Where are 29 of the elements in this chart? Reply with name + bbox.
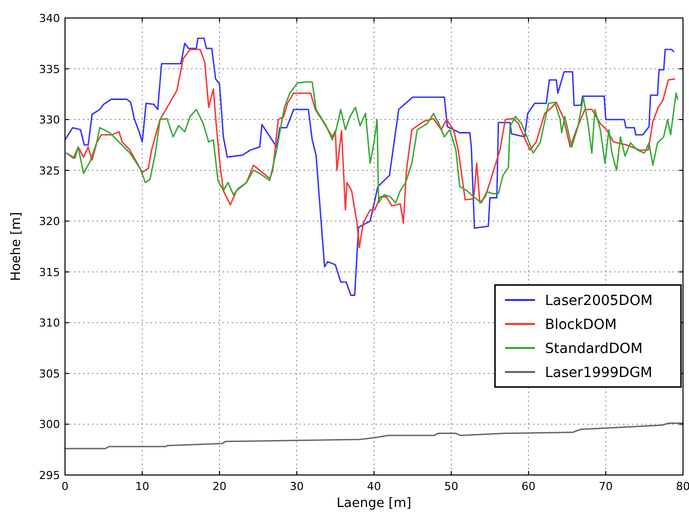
x-axis-title: Laenge [m] xyxy=(336,496,412,511)
legend-label: Laser2005DOM xyxy=(545,293,653,309)
y-axis-title: Hoehe [m] xyxy=(9,212,24,281)
y-tick-label: 305 xyxy=(39,367,60,380)
x-tick-label: 20 xyxy=(212,480,226,493)
legend-label: StandardDOM xyxy=(545,341,643,357)
y-tick-label: 295 xyxy=(39,469,60,482)
line-series xyxy=(64,38,674,296)
y-tick-label: 320 xyxy=(39,215,60,228)
x-tick-label: 50 xyxy=(444,480,458,493)
x-tick-label: 60 xyxy=(522,480,536,493)
x-tick-label: 70 xyxy=(598,480,613,493)
legend-label: BlockDOM xyxy=(545,317,617,333)
line-series xyxy=(66,81,678,204)
y-tick-label: 300 xyxy=(39,418,60,432)
x-tick-label: 40 xyxy=(367,480,381,493)
y-tick-label: 310 xyxy=(39,316,60,330)
y-tick-label: 315 xyxy=(39,266,60,279)
x-tick-label: 30 xyxy=(290,480,304,493)
legend-label: Laser1999DGM xyxy=(545,365,652,381)
y-tick-label: 330 xyxy=(39,114,60,127)
line-series xyxy=(66,48,676,248)
x-tick-label: 80 xyxy=(676,480,689,493)
x-tick-label: 10 xyxy=(135,480,150,493)
y-tick-label: 335 xyxy=(39,62,60,76)
y-tick-label: 325 xyxy=(39,164,60,178)
line-series xyxy=(64,422,684,450)
x-tick-label: 0 xyxy=(62,480,68,493)
y-tick-label: 340 xyxy=(39,12,60,25)
